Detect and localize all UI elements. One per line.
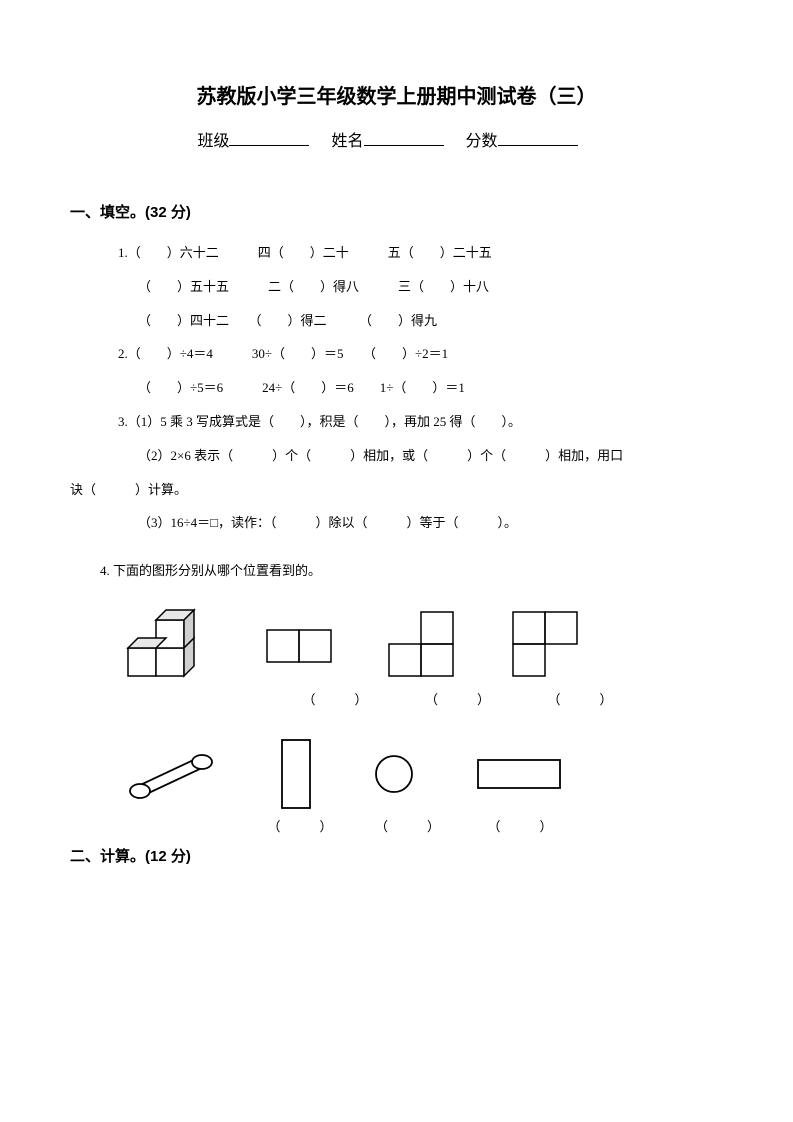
paren-a2[interactable]: （ ） [395,689,520,708]
answer-row-a: （ ） （ ） （ ） [120,689,723,708]
score-label: 分数 [466,133,498,150]
q1-line3: （ ）四十二 （ ）得二 （ ）得九 [138,304,723,338]
q3-line3: （3）16÷4＝□，读作：（ ）除以（ ）等于（ ）。 [138,506,723,540]
shape-2x1-icon [265,624,335,666]
section-2-heading: 二、计算。(12 分) [70,845,723,866]
answer-row-b: （ ） （ ） （ ） [120,816,723,835]
shapes-row-a [120,608,723,683]
q3-line2: （2）2×6 表示（ ）个（ ）相加，或（ ）个（ ）相加，用口 [138,439,723,473]
paren-b3[interactable]: （ ） [460,816,580,835]
shapes-row-b [120,738,723,810]
shape-l1-icon [385,610,459,680]
class-label: 班级 [197,133,229,150]
score-blank[interactable] [498,145,578,146]
q1-line1: 1.（ ）六十二 四（ ）二十 五（ ）二十五 [118,236,723,270]
paren-a3[interactable]: （ ） [520,689,640,708]
rect-horizontal-icon [476,758,562,790]
class-blank[interactable] [229,145,309,146]
q2-line1: 2.（ ）÷4＝4 30÷（ ）＝5 （ ）÷2＝1 [118,337,723,371]
name-blank[interactable] [364,145,444,146]
rect-vertical-icon [280,738,312,810]
q4-text: 4. 下面的图形分别从哪个位置看到的。 [100,554,723,588]
q1-line2: （ ）五十五 二（ ）得八 三（ ）十八 [138,270,723,304]
cylinder-icon [120,744,220,804]
q3-line1: 3.（1）5 乘 3 写成算式是（ ），积是（ ），再加 25 得（ ）。 [118,405,723,439]
paren-b2[interactable]: （ ） [355,816,460,835]
paren-b1[interactable]: （ ） [245,816,355,835]
name-label: 姓名 [331,133,363,150]
student-info-line: 班级 姓名 分数 [70,127,723,151]
shape-l2-icon [509,610,583,680]
circle-icon [372,752,416,796]
cubes-3d-icon [120,608,215,683]
q2-line2: （ ）÷5＝6 24÷（ ）＝6 1÷（ ）＝1 [138,371,723,405]
section-1-heading: 一、填空。(32 分) [70,201,723,222]
q3-line2b: 诀（ ）计算。 [70,473,723,507]
page-title: 苏教版小学三年级数学上册期中测试卷（三） [70,80,723,109]
paren-a1[interactable]: （ ） [275,689,395,708]
